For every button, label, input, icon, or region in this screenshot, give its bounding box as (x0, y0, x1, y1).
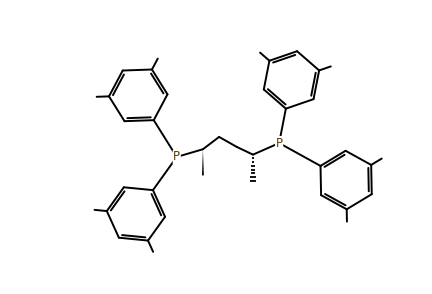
Text: P: P (173, 151, 180, 163)
Polygon shape (200, 149, 206, 176)
Text: P: P (276, 137, 283, 150)
